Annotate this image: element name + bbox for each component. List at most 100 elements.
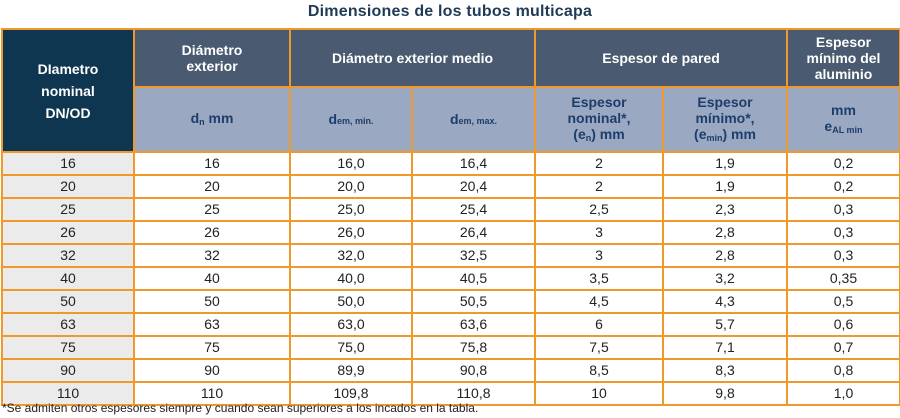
table-cell: 2,8 (662, 243, 788, 268)
table-cell: 2,5 (534, 197, 664, 222)
header-espesor-aluminio: Espesor mínimo del aluminio (786, 28, 900, 88)
table-cell: 109,8 (289, 381, 413, 406)
header-diametro-exterior-medio: Diámetro exterior medio (289, 28, 536, 88)
subheader-al-min: mm eAL min (786, 86, 900, 153)
table-cell: 4,5 (534, 289, 664, 314)
table-cell: 0,6 (786, 312, 900, 337)
table-body: 16 16 16,0 16,4 2 1,9 0,2 20 20 20,0 20,4 2 1,9 0,2 25… (1, 151, 900, 406)
table-cell: 8,3 (662, 358, 788, 383)
table-cell: 0,2 (786, 151, 900, 176)
table-cell: 16 (133, 151, 291, 176)
table-cell: 32,5 (411, 243, 536, 268)
table-cell: 2,3 (662, 197, 788, 222)
table-cell: 75 (1, 335, 135, 360)
table-row: 63 63 63,0 63,6 6 5,7 0,6 (1, 312, 900, 337)
table-cell: 16,4 (411, 151, 536, 176)
table-cell: 63,6 (411, 312, 536, 337)
table-cell: 1,9 (662, 174, 788, 199)
table-row: 20 20 20,0 20,4 2 1,9 0,2 (1, 174, 900, 199)
table-cell: 110 (133, 381, 291, 406)
table-row: 75 75 75,0 75,8 7,5 7,1 0,7 (1, 335, 900, 360)
table-cell: 50,5 (411, 289, 536, 314)
subheader-espesor-minimo: Espesor mínimo*, (emin) mm (662, 86, 788, 153)
table-cell: 0,3 (786, 243, 900, 268)
table-cell: 90,8 (411, 358, 536, 383)
table-cell: 25,4 (411, 197, 536, 222)
table-cell: 7,1 (662, 335, 788, 360)
table-cell: 0,5 (786, 289, 900, 314)
table-cell: 7,5 (534, 335, 664, 360)
table-cell: 50,0 (289, 289, 413, 314)
table-cell: 90 (1, 358, 135, 383)
table-cell: 4,3 (662, 289, 788, 314)
table-cell: 16,0 (289, 151, 413, 176)
table-cell: 1,9 (662, 151, 788, 176)
table-cell: 3 (534, 243, 664, 268)
table-cell: 25,0 (289, 197, 413, 222)
table-row: 32 32 32,0 32,5 3 2,8 0,3 (1, 243, 900, 268)
table-cell: 90 (133, 358, 291, 383)
table-cell: 26,4 (411, 220, 536, 245)
table-cell: 0,35 (786, 266, 900, 291)
subheader-dn-mm: dn mm (133, 86, 291, 153)
table-row: 50 50 50,0 50,5 4,5 4,3 0,5 (1, 289, 900, 314)
table-cell: 6 (534, 312, 664, 337)
table-cell: 89,9 (289, 358, 413, 383)
table-cell: 32 (1, 243, 135, 268)
table-cell: 75,8 (411, 335, 536, 360)
table-cell: 20,0 (289, 174, 413, 199)
table-cell: 20 (133, 174, 291, 199)
table-cell: 0,7 (786, 335, 900, 360)
table-cell: 40 (133, 266, 291, 291)
table-cell: 40,0 (289, 266, 413, 291)
header-espesor-pared: Espesor de pared (534, 28, 788, 88)
table-cell: 8,5 (534, 358, 664, 383)
table-row: 26 26 26,0 26,4 3 2,8 0,3 (1, 220, 900, 245)
table-cell: 2 (534, 151, 664, 176)
table-cell: 20 (1, 174, 135, 199)
table-cell: 40 (1, 266, 135, 291)
table-title: Dimensiones de los tubos multicapa (307, 3, 593, 20)
subheader-dem-max: dem, max. (411, 86, 536, 153)
table-cell: 110 (1, 381, 135, 406)
table-cell: 3,2 (662, 266, 788, 291)
table-cell: 110,8 (411, 381, 536, 406)
table-cell: 32 (133, 243, 291, 268)
table-cell: 2,8 (662, 220, 788, 245)
table-cell: 50 (133, 289, 291, 314)
table-row: 25 25 25,0 25,4 2,5 2,3 0,3 (1, 197, 900, 222)
table-cell: 0,2 (786, 174, 900, 199)
table-cell: 0,3 (786, 220, 900, 245)
table-cell: 2 (534, 174, 664, 199)
table-cell: 75 (133, 335, 291, 360)
table-cell: 32,0 (289, 243, 413, 268)
dimensions-table: DIametro nominal DN/OD Diámetro exterior… (1, 28, 900, 406)
header-dn-od: DIametro nominal DN/OD (1, 28, 135, 153)
subheader-dem-min: dem, min. (289, 86, 413, 153)
table-row: 16 16 16,0 16,4 2 1,9 0,2 (1, 151, 900, 176)
footnote: *Se admiten otros espesores siempre y cu… (2, 401, 479, 415)
table-cell: 75,0 (289, 335, 413, 360)
table-cell: 1,0 (786, 381, 900, 406)
table-row: 40 40 40,0 40,5 3,5 3,2 0,35 (1, 266, 900, 291)
table-cell: 63,0 (289, 312, 413, 337)
table-cell: 25 (133, 197, 291, 222)
table-cell: 20,4 (411, 174, 536, 199)
table-cell: 40,5 (411, 266, 536, 291)
table-cell: 50 (1, 289, 135, 314)
table-cell: 16 (1, 151, 135, 176)
header-diametro-exterior: Diámetro exterior (133, 28, 291, 88)
table-cell: 3,5 (534, 266, 664, 291)
table-cell: 0,3 (786, 197, 900, 222)
table-cell: 25 (1, 197, 135, 222)
table-cell: 26 (133, 220, 291, 245)
table-cell: 63 (1, 312, 135, 337)
table-cell: 5,7 (662, 312, 788, 337)
table-row: 90 90 89,9 90,8 8,5 8,3 0,8 (1, 358, 900, 383)
table-row: 110 110 109,8 110,8 10 9,8 1,0 (1, 381, 900, 406)
table-cell: 26 (1, 220, 135, 245)
table-cell: 9,8 (662, 381, 788, 406)
table-cell: 3 (534, 220, 664, 245)
subheader-espesor-nominal: Espesor nominal*, (en) mm (534, 86, 664, 153)
table-cell: 63 (133, 312, 291, 337)
